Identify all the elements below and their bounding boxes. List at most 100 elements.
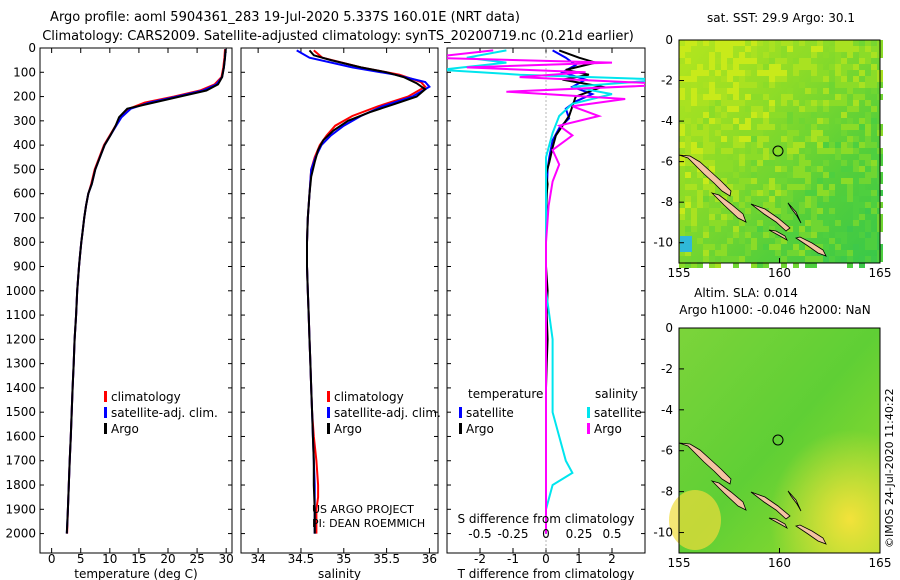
sst-pixel: [847, 88, 853, 94]
sst-pixel: [865, 82, 871, 88]
sst-pixel: [781, 70, 787, 76]
sst-pixel: [781, 136, 787, 142]
sst-pixel: [733, 232, 739, 238]
sst-pixel: [685, 226, 691, 232]
sst-pixel: [709, 220, 715, 226]
sst-pixel: [823, 196, 829, 202]
sst-pixel: [805, 256, 811, 262]
temperature-ytick-label: 300: [13, 114, 36, 128]
sst-pixel: [817, 142, 823, 148]
sst-pixel: [679, 262, 685, 268]
sst-cool-patch: [680, 236, 692, 252]
sst-pixel: [757, 262, 763, 268]
sst-pixel: [817, 148, 823, 154]
sst-pixel: [823, 124, 829, 130]
diff-legend-swatch: [459, 407, 462, 418]
project-credit: US ARGO PROJECT: [312, 503, 414, 516]
sst-pixel: [679, 88, 685, 94]
sst-pixel: [775, 112, 781, 118]
sst-pixel: [691, 184, 697, 190]
sst-pixel: [811, 166, 817, 172]
sst-pixel: [769, 196, 775, 202]
sst-pixel: [817, 124, 823, 130]
sst-pixel: [829, 148, 835, 154]
sst-pixel: [853, 178, 859, 184]
sst-pixel: [847, 190, 853, 196]
sst-pixel: [823, 100, 829, 106]
sst-pixel: [691, 76, 697, 82]
sst-pixel: [727, 70, 733, 76]
sst-pixel: [745, 208, 751, 214]
sst-pixel: [685, 40, 691, 46]
temperature-legend-label: Argo: [111, 422, 139, 436]
sst-pixel: [781, 100, 787, 106]
temperature-xtick-label: 0: [48, 552, 56, 566]
sst-pixel: [805, 262, 811, 268]
sst-pixel: [835, 58, 841, 64]
sla-map-ytick-label: -8: [661, 485, 673, 499]
sst-pixel: [859, 202, 865, 208]
sst-pixel: [841, 64, 847, 70]
sst-pixel: [811, 64, 817, 70]
sst-pixel: [811, 256, 817, 262]
sst-pixel: [691, 124, 697, 130]
sst-pixel: [793, 70, 799, 76]
sst-pixel: [751, 124, 757, 130]
sst-pixel: [799, 208, 805, 214]
sst-pixel: [751, 106, 757, 112]
sst-pixel: [817, 244, 823, 250]
sst-pixel: [703, 40, 709, 46]
sst-pixel: [853, 196, 859, 202]
sst-pixel: [799, 58, 805, 64]
sst-pixel: [715, 220, 721, 226]
sst-pixel: [703, 256, 709, 262]
sst-pixel: [751, 82, 757, 88]
sst-pixel: [715, 88, 721, 94]
sst-pixel: [691, 70, 697, 76]
diff-legend-label: Argo: [594, 422, 622, 436]
sst-pixel: [859, 214, 865, 220]
sst-map-title: sat. SST: 29.9 Argo: 30.1: [707, 11, 855, 25]
sst-pixel: [823, 148, 829, 154]
sst-pixel: [679, 76, 685, 82]
sst-pixel: [787, 40, 793, 46]
sst-pixel: [847, 226, 853, 232]
sst-pixel: [751, 46, 757, 52]
sst-pixel: [733, 58, 739, 64]
sst-pixel: [865, 166, 871, 172]
sst-pixel: [727, 46, 733, 52]
sst-pixel: [715, 148, 721, 154]
sst-pixel: [757, 94, 763, 100]
sst-pixel: [757, 142, 763, 148]
sst-pixel: [685, 202, 691, 208]
diff-legend-title-temperature: temperature: [468, 387, 543, 401]
sst-pixel: [853, 100, 859, 106]
sst-pixel: [847, 256, 853, 262]
sst-pixel: [745, 70, 751, 76]
sst-pixel: [835, 154, 841, 160]
temperature-series-group: [65, 49, 227, 534]
sst-pixel: [709, 94, 715, 100]
sst-pixel: [817, 64, 823, 70]
sst-pixel: [871, 70, 877, 76]
sst-pixel: [733, 202, 739, 208]
sst-pixel: [769, 82, 775, 88]
sst-pixel: [721, 220, 727, 226]
sst-pixel: [823, 106, 829, 112]
sst-pixel: [823, 172, 829, 178]
sst-pixel: [691, 88, 697, 94]
sla-map-ytick-label: -2: [661, 362, 673, 376]
sst-pixel: [739, 142, 745, 148]
sst-pixel: [799, 232, 805, 238]
salinity-xtick-label: 34.5: [288, 552, 315, 566]
sst-pixel: [757, 106, 763, 112]
sst-pixel: [817, 46, 823, 52]
sst-pixel: [781, 82, 787, 88]
sst-pixel: [865, 244, 871, 250]
sst-pixel: [733, 172, 739, 178]
sst-pixel: [817, 130, 823, 136]
sst-pixel: [781, 166, 787, 172]
sst-pixel: [763, 118, 769, 124]
sla-map-title: Altim. SLA: 0.014: [694, 286, 798, 300]
sst-pixel: [847, 136, 853, 142]
